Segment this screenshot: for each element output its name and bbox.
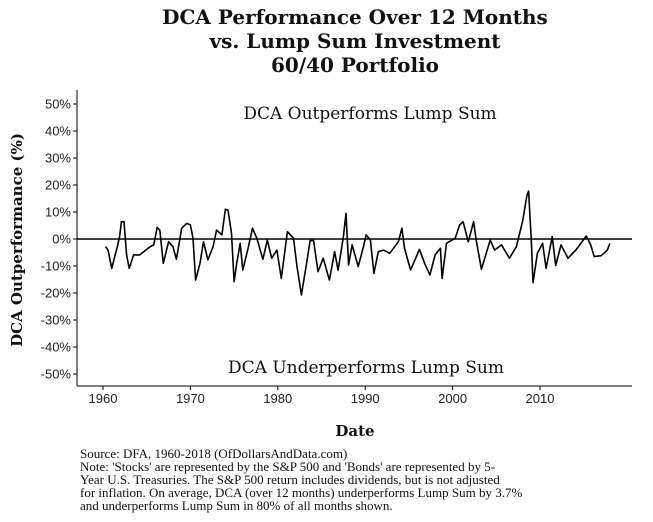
y-tick-label: 30% [45, 151, 71, 166]
y-tick-label: -50% [41, 367, 72, 382]
x-tick-label: 2010 [526, 391, 555, 406]
chart-title-line-3: 60/40 Portfolio [271, 53, 439, 77]
annotation-outperforms: DCA Outperforms Lump Sum [243, 104, 496, 124]
y-tick-label: -20% [41, 286, 72, 301]
y-axis-label: DCA Outperformance (%) [8, 133, 26, 347]
x-tick-label: 1960 [89, 391, 118, 406]
x-tick-label: 2000 [438, 391, 467, 406]
x-tick-label: 1990 [351, 391, 380, 406]
chart-title-line-2: vs. Lump Sum Investment [208, 29, 501, 53]
y-tick-label: -30% [41, 313, 72, 328]
y-tick-label: 0% [52, 232, 71, 247]
chart-title-line-1: DCA Performance Over 12 Months [162, 5, 548, 29]
annotation-underperforms: DCA Underperforms Lump Sum [228, 358, 504, 378]
note-line-4: and underperforms Lump Sum in 80% of all… [80, 498, 393, 513]
x-tick-label: 1970 [176, 391, 205, 406]
y-tick-label: 10% [45, 205, 71, 220]
axes: 50% 40% 30% 20% 10% 0% -10% -20% -30% -40% -50% 196… [41, 90, 632, 406]
y-tick-label: 50% [45, 97, 71, 112]
x-axis-label: Date [335, 422, 374, 440]
y-tick-label: 40% [45, 124, 71, 139]
x-tick-label: 1980 [263, 391, 292, 406]
y-tick-label: -10% [41, 259, 72, 274]
source-note: Source: DFA, 1960-2018 (OfDollarsAndData… [80, 446, 347, 461]
note-line-2: Year U.S. Treasuries. The S&P 500 return… [80, 472, 500, 487]
y-tick-label: 20% [45, 178, 71, 193]
note-line-3: for inflation. On average, DCA (over 12 … [80, 485, 522, 500]
note-line-1: Note: 'Stocks' are represented by the S&… [80, 459, 495, 474]
dca-outperformance-line [104, 190, 611, 296]
y-tick-label: -40% [41, 340, 72, 355]
